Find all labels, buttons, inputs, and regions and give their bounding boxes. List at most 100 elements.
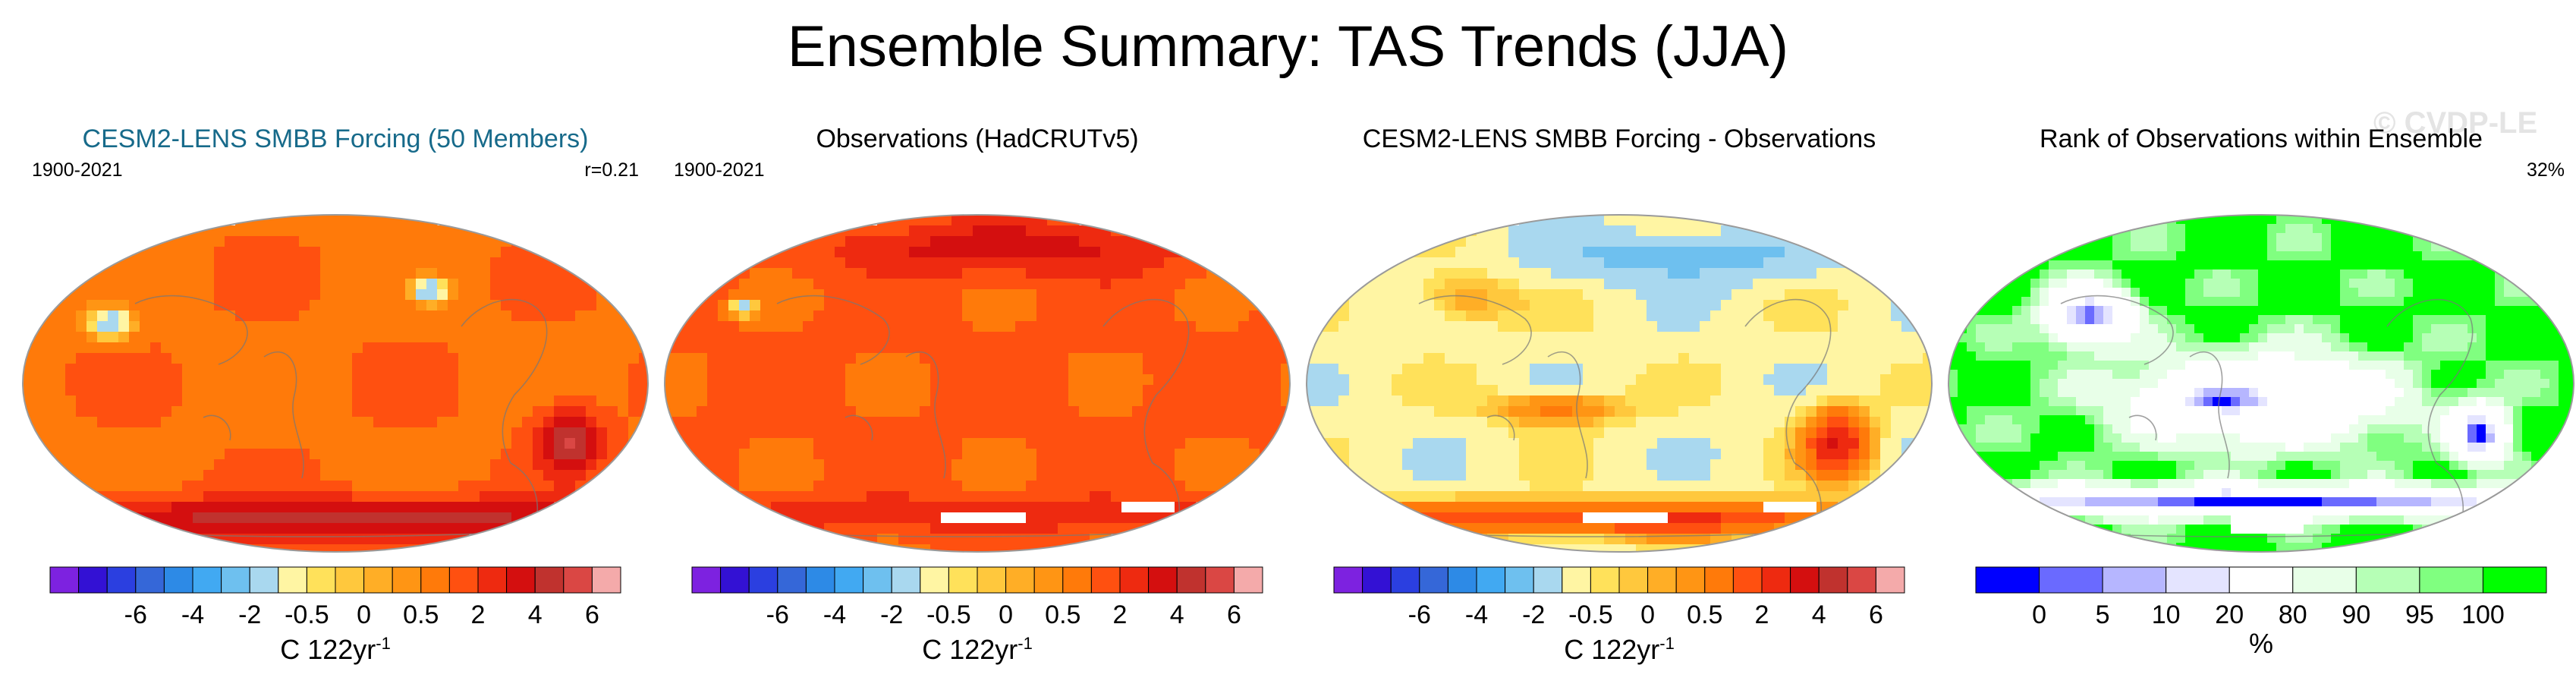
map-cell [1625,502,1637,513]
map-cell [469,502,480,513]
map-cell [686,353,697,364]
map-cell [803,247,814,258]
map-cell [994,289,1005,301]
map-cell [161,406,172,418]
map-cell [686,364,697,375]
map-cell [1349,449,1360,460]
map-cell [310,406,321,418]
map-cell [543,481,555,492]
map-cell [352,225,363,237]
map-cell [782,481,793,492]
map-cell [728,438,740,449]
map-cell [1615,353,1626,364]
map-cell [1593,364,1605,375]
map-cell [856,364,867,375]
map-cell [108,342,119,354]
map-cell [352,236,363,247]
map-cell [930,364,942,375]
map-cell [118,374,130,386]
map-cell [845,353,857,364]
map-cell [1121,300,1133,311]
map-cell [586,342,597,354]
map-cell [426,310,438,322]
map-cell [267,449,278,460]
map-cell [554,332,565,343]
map-cell [161,427,172,439]
map-cell [1530,459,1541,471]
map-cell [1455,512,1467,524]
map-cell [909,502,920,513]
map-cell [97,417,109,428]
map-cell [2149,269,2159,279]
map-cell [1615,268,1626,279]
map-cell [363,459,374,471]
map-cell [1370,289,1382,301]
map-cell [1508,342,1520,354]
map-cell [490,289,502,301]
map-cell [129,289,140,301]
map-cell [1121,247,1133,258]
map-cell [543,289,555,301]
map-cell [1710,459,1722,471]
map-cell [448,353,459,364]
map-cell [1445,459,1456,471]
map-cell [739,438,750,449]
map-cell [511,385,523,396]
map-cell [575,427,587,439]
map-cell [108,459,119,471]
map-cell [877,225,889,237]
map-cell [1742,332,1754,343]
map-cell [898,417,910,428]
map-cell [373,544,385,552]
map-cell [1328,364,1339,375]
map-cell [803,481,814,492]
map-cell [44,449,55,460]
map-cell [1498,449,1509,460]
map-cell [973,247,984,258]
map-cell [824,364,835,375]
map-cell [1058,247,1069,258]
map-cell [1530,300,1541,311]
map-cell [118,342,130,354]
map-cell [1657,332,1669,343]
map-cell [1307,374,1318,386]
map-cell [480,481,491,492]
map-cell [596,459,608,471]
map-cell [76,459,87,471]
map-cell [1891,406,1902,418]
map-cell [501,353,512,364]
map-cell [1604,459,1615,471]
map-cell [856,332,867,343]
map-cell [140,374,151,386]
map-cell [1763,268,1775,279]
map-cell [33,374,45,386]
map-cell [1721,449,1732,460]
map-cell [686,417,697,428]
map-cell [586,300,597,311]
map-cell [760,310,772,322]
map-cell [596,321,608,332]
map-cell [2313,224,2323,234]
map-cell [1423,385,1435,396]
map-cell [543,268,555,279]
map-cell [697,385,708,396]
map-cell [1731,427,1743,439]
map-cell [214,364,225,375]
map-cell [1260,321,1271,332]
map-cell [2158,269,2168,279]
map-cell [1143,374,1154,386]
map-cell [792,449,804,460]
colorbar-tick-label: 4 [528,600,543,629]
map-cell [1657,300,1669,311]
map-cell [1593,449,1605,460]
map-cell [941,300,952,311]
map-cell [1604,470,1615,481]
map-cell [1434,268,1445,279]
map-cell [214,459,225,471]
map-cell [1583,279,1594,290]
map-cell [2422,260,2432,270]
map-cell [1636,459,1647,471]
map-cell [1068,470,1080,481]
map-cell [1721,225,1732,237]
map-cell [1132,342,1143,354]
